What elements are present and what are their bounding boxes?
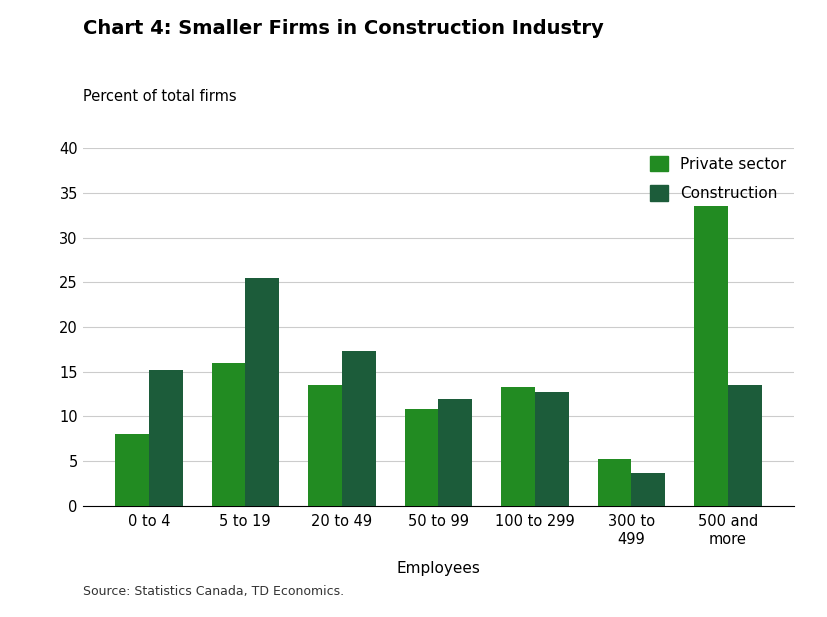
Bar [535, 392, 569, 506]
Bar [115, 434, 149, 506]
Bar [501, 387, 535, 506]
Bar [631, 473, 665, 506]
Bar [728, 385, 762, 506]
Bar [404, 409, 438, 506]
Bar [246, 278, 279, 506]
Bar [598, 458, 631, 506]
Bar [212, 363, 246, 506]
Legend: Private sector, Construction: Private sector, Construction [649, 155, 786, 201]
Bar [149, 370, 183, 506]
X-axis label: Employees: Employees [396, 561, 480, 576]
Text: Percent of total firms: Percent of total firms [83, 89, 237, 104]
Bar [694, 206, 728, 506]
Text: Chart 4: Smaller Firms in Construction Industry: Chart 4: Smaller Firms in Construction I… [83, 19, 604, 38]
Bar [342, 351, 375, 506]
Bar [308, 385, 342, 506]
Bar [438, 399, 472, 506]
Text: Source: Statistics Canada, TD Economics.: Source: Statistics Canada, TD Economics. [83, 586, 344, 598]
